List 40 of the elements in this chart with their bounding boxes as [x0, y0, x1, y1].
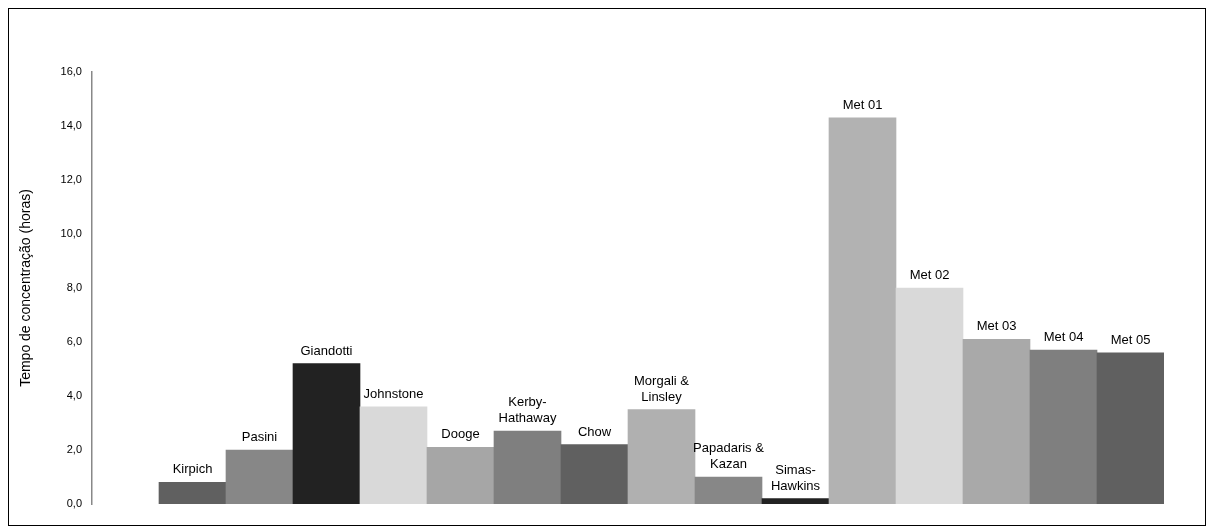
x-tick-label: Giandotti	[299, 342, 354, 359]
x-tick-label: Met 04	[1042, 329, 1085, 346]
bar	[1029, 349, 1098, 504]
x-tick-label: Kirpich	[171, 461, 214, 478]
bar	[225, 449, 294, 504]
bar	[895, 287, 964, 504]
bar	[1096, 352, 1164, 504]
bar	[694, 476, 763, 504]
y-axis-title: Tempo de concentração (horas)	[17, 189, 34, 387]
x-tick-label: Kerby-Hathaway	[497, 394, 558, 427]
bar	[962, 338, 1031, 504]
bar	[761, 498, 830, 504]
bar	[359, 406, 428, 504]
y-tick-label: 14,0	[60, 119, 82, 132]
bar	[627, 409, 696, 504]
x-tick-label: Morgali & Linsley	[633, 372, 690, 405]
x-tick-label: Chow	[576, 423, 613, 440]
bar	[560, 444, 629, 504]
bar	[292, 363, 361, 504]
bar	[493, 430, 562, 504]
x-tick-label: Papadaris & Kazan	[693, 440, 764, 472]
x-tick-label: Met 01	[841, 96, 884, 113]
y-tick-label: 8,0	[66, 281, 82, 294]
x-tick-label: Johnstone	[362, 385, 425, 402]
bar	[426, 446, 495, 504]
x-tick-label: Met 03	[975, 318, 1018, 335]
x-tick-label: Met 05	[1109, 331, 1152, 348]
x-tick-label: Pasini	[240, 429, 279, 445]
x-tick-label: Simas-Hawkins	[769, 461, 822, 494]
y-tick-label: 6,0	[66, 335, 82, 348]
x-tick-label: Dooge	[440, 426, 481, 443]
y-tick-label: 12,0	[60, 173, 82, 186]
y-tick-label: 2,0	[66, 443, 82, 456]
bar	[158, 482, 227, 504]
x-tick-label: Met 02	[908, 267, 951, 283]
y-tick-label: 16,0	[60, 65, 82, 78]
y-tick-label: 0,0	[66, 497, 82, 510]
y-tick-label: 10,0	[60, 227, 82, 240]
bar	[828, 117, 897, 504]
y-tick-label: 4,0	[66, 389, 82, 402]
